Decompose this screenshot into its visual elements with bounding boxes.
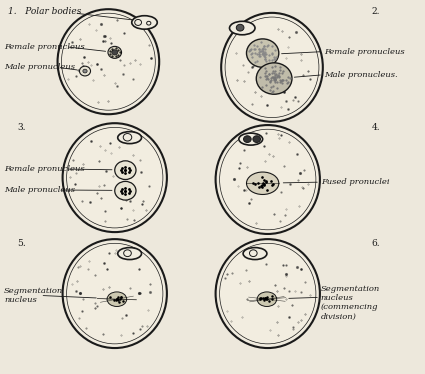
Text: Female pronucleus: Female pronucleus (4, 165, 85, 173)
Ellipse shape (243, 248, 267, 260)
Text: (commencing: (commencing (321, 303, 378, 312)
Ellipse shape (65, 241, 165, 346)
Circle shape (253, 136, 261, 142)
Text: 1.   Polar bodies: 1. Polar bodies (8, 7, 82, 16)
Text: Female pronucleus: Female pronucleus (324, 47, 405, 56)
Text: Female pronucleus: Female pronucleus (4, 43, 85, 51)
Ellipse shape (230, 21, 255, 35)
Circle shape (79, 66, 91, 76)
Text: Fused pronuclei: Fused pronuclei (321, 178, 389, 186)
Text: 6.: 6. (372, 239, 380, 248)
Circle shape (115, 181, 136, 200)
Text: Male pronucleus.: Male pronucleus. (324, 71, 397, 79)
Ellipse shape (223, 15, 321, 120)
Text: 3.: 3. (17, 123, 26, 132)
Circle shape (256, 63, 292, 94)
Text: nucleus: nucleus (321, 294, 354, 302)
Text: division): division) (321, 313, 357, 321)
Circle shape (244, 136, 251, 142)
Ellipse shape (118, 132, 142, 144)
Ellipse shape (118, 248, 142, 260)
Ellipse shape (257, 292, 277, 307)
Ellipse shape (246, 172, 279, 194)
Circle shape (236, 24, 244, 31)
Circle shape (115, 161, 136, 180)
Text: Male pronucleus: Male pronucleus (4, 63, 75, 71)
Text: 4.: 4. (372, 123, 380, 132)
Circle shape (108, 46, 122, 58)
Ellipse shape (132, 16, 157, 29)
Text: nucleus: nucleus (4, 296, 37, 304)
Ellipse shape (65, 125, 165, 230)
Text: 2.: 2. (372, 7, 380, 16)
Ellipse shape (60, 11, 157, 112)
Ellipse shape (218, 127, 318, 232)
Circle shape (112, 50, 118, 55)
Circle shape (83, 69, 87, 73)
Text: 5.: 5. (17, 239, 26, 248)
Text: Segmentation: Segmentation (4, 287, 63, 295)
Text: Segmentation: Segmentation (321, 285, 380, 293)
Circle shape (246, 39, 279, 67)
Ellipse shape (239, 133, 263, 145)
Text: Male pronucleus: Male pronucleus (4, 186, 75, 194)
Ellipse shape (218, 241, 318, 346)
Ellipse shape (107, 292, 127, 307)
